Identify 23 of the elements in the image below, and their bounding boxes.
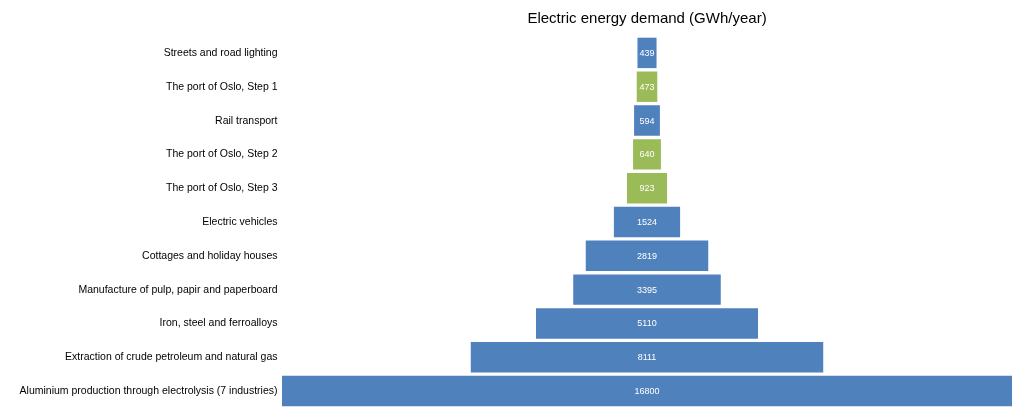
data-label: 5110 (637, 318, 657, 329)
category-label: Electric vehicles (202, 215, 278, 227)
data-label: 923 (639, 183, 655, 194)
text: Electric energy demand (GWh/year) (527, 9, 767, 26)
data-label: 16800 (634, 386, 660, 397)
category-label: Aluminium production through electrolysis (7 industries) (19, 384, 278, 397)
data-label: 640 (639, 149, 655, 160)
data-label: 594 (639, 115, 655, 126)
category-label: Rail transport (215, 113, 278, 126)
category-label: The port of Oslo, Step 3 (166, 181, 278, 194)
data-label: 1524 (636, 217, 658, 227)
data-label: 8111 (637, 352, 657, 363)
category-label: Cottages and holiday houses (142, 248, 278, 261)
category-label: Manufacture of pulp, papir and paperboard (78, 282, 278, 295)
data-label: 2819 (636, 250, 658, 261)
data-label: 3395 (636, 284, 658, 295)
category-label: Streets and road lighting (163, 45, 278, 58)
data-label: 439 (639, 47, 655, 58)
category-label: Iron, steel and ferroalloys (159, 316, 278, 329)
category-label: The port of Oslo, Step 1 (166, 79, 278, 92)
category-label: Extraction of crude petroleum and natural gas (65, 350, 278, 363)
category-label: The port of Oslo, Step 2 (166, 147, 278, 160)
data-label: 473 (639, 81, 655, 92)
